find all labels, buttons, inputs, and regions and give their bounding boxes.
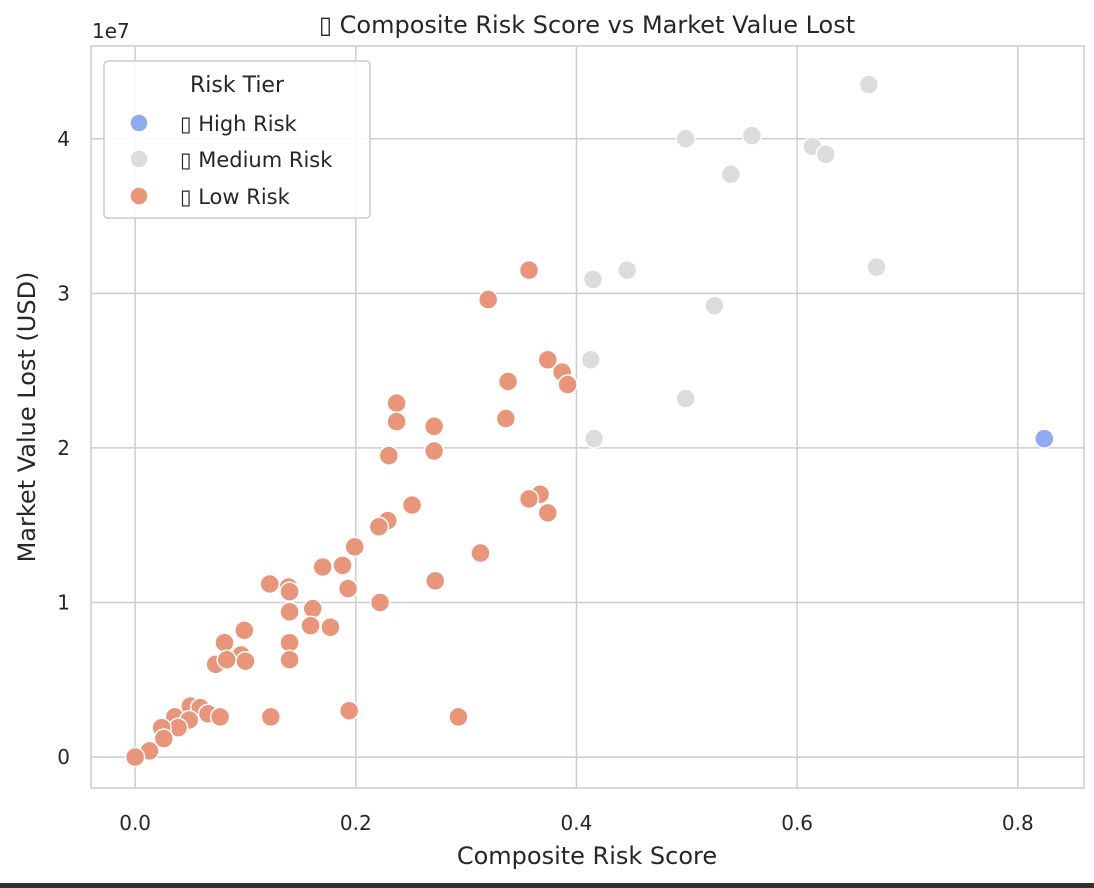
data-point-low xyxy=(495,408,517,429)
data-point-low xyxy=(344,536,365,558)
y-tick-label: 2 xyxy=(57,436,70,460)
data-point-low xyxy=(279,581,300,602)
data-point-low xyxy=(338,700,360,721)
data-point-low xyxy=(497,371,519,392)
data-point-medium xyxy=(704,295,725,316)
data-point-low xyxy=(209,706,231,728)
data-point-low xyxy=(518,259,540,281)
bottom-border xyxy=(0,883,1094,888)
legend-label-high: ▯ High Risk xyxy=(180,112,298,136)
legend-box xyxy=(103,60,371,219)
data-point-low xyxy=(279,632,300,653)
data-point-low xyxy=(378,445,400,466)
data-point-low xyxy=(477,289,499,310)
data-point-high xyxy=(1034,428,1055,449)
data-point-low xyxy=(423,440,445,462)
chart-title: ▯ Composite Risk Score vs Market Value L… xyxy=(319,11,855,39)
x-tick-label: 0.4 xyxy=(561,811,593,835)
data-point-medium xyxy=(616,259,638,281)
data-point-low xyxy=(216,649,237,670)
y-tick-label: 1 xyxy=(57,591,70,615)
data-point-low xyxy=(214,632,235,653)
data-point-medium xyxy=(741,125,763,146)
y-tick-label: 4 xyxy=(57,127,70,151)
data-point-low xyxy=(401,494,423,516)
data-point-low xyxy=(423,416,445,437)
data-point-low xyxy=(337,578,359,599)
data-point-medium xyxy=(580,349,602,371)
x-tick-label: 0.6 xyxy=(781,811,813,835)
y-tick-label: 3 xyxy=(57,281,70,305)
data-point-low xyxy=(470,542,491,564)
legend-marker-low xyxy=(129,186,149,206)
legend-label-medium: ▯ Medium Risk xyxy=(180,148,333,172)
data-point-low xyxy=(312,556,333,578)
x-axis-label: Composite Risk Score xyxy=(457,842,717,870)
legend-label-low: ▯ Low Risk xyxy=(180,185,291,209)
data-point-medium xyxy=(583,428,605,449)
data-point-low xyxy=(279,601,300,623)
data-point-low xyxy=(234,620,255,641)
data-point-low xyxy=(332,555,353,576)
data-point-low xyxy=(448,706,469,728)
data-point-low xyxy=(235,650,256,672)
x-tick-label: 0.0 xyxy=(119,811,151,835)
data-point-low xyxy=(518,488,540,510)
data-point-medium xyxy=(675,388,696,409)
data-point-low xyxy=(424,570,446,592)
data-point-medium xyxy=(675,128,696,149)
legend-marker-medium xyxy=(129,149,149,169)
data-point-low xyxy=(320,616,341,638)
data-point-low xyxy=(386,411,407,432)
data-point-low xyxy=(368,516,390,538)
data-point-medium xyxy=(815,143,837,165)
y-axis-label: Market Value Lost (USD) xyxy=(13,272,41,563)
y-offset-label: 1e7 xyxy=(92,19,130,43)
data-point-low xyxy=(369,592,391,613)
data-point-low xyxy=(153,728,175,749)
x-tick-label: 0.2 xyxy=(340,811,372,835)
data-point-low xyxy=(386,392,407,414)
data-point-medium xyxy=(582,269,604,290)
data-point-low xyxy=(557,374,578,395)
data-point-medium xyxy=(720,164,742,185)
data-point-low xyxy=(124,746,146,768)
plot-frame xyxy=(90,45,1085,789)
data-point-medium xyxy=(866,256,887,278)
data-point-low xyxy=(537,502,559,524)
data-point-low xyxy=(300,615,321,636)
data-point-low xyxy=(279,649,300,670)
data-point-medium xyxy=(858,74,880,95)
data-point-low xyxy=(537,349,559,371)
y-tick-label: 0 xyxy=(57,745,70,769)
data-point-low xyxy=(260,706,282,728)
data-point-low xyxy=(259,573,280,595)
legend-title: Risk Tier xyxy=(190,73,285,98)
legend: Risk Tier ▯ High Risk ▯ Medium Risk ▯ Lo… xyxy=(103,60,371,219)
legend-marker-high xyxy=(129,113,149,133)
x-tick-label: 0.8 xyxy=(1002,811,1034,835)
data-point-low xyxy=(302,598,324,619)
